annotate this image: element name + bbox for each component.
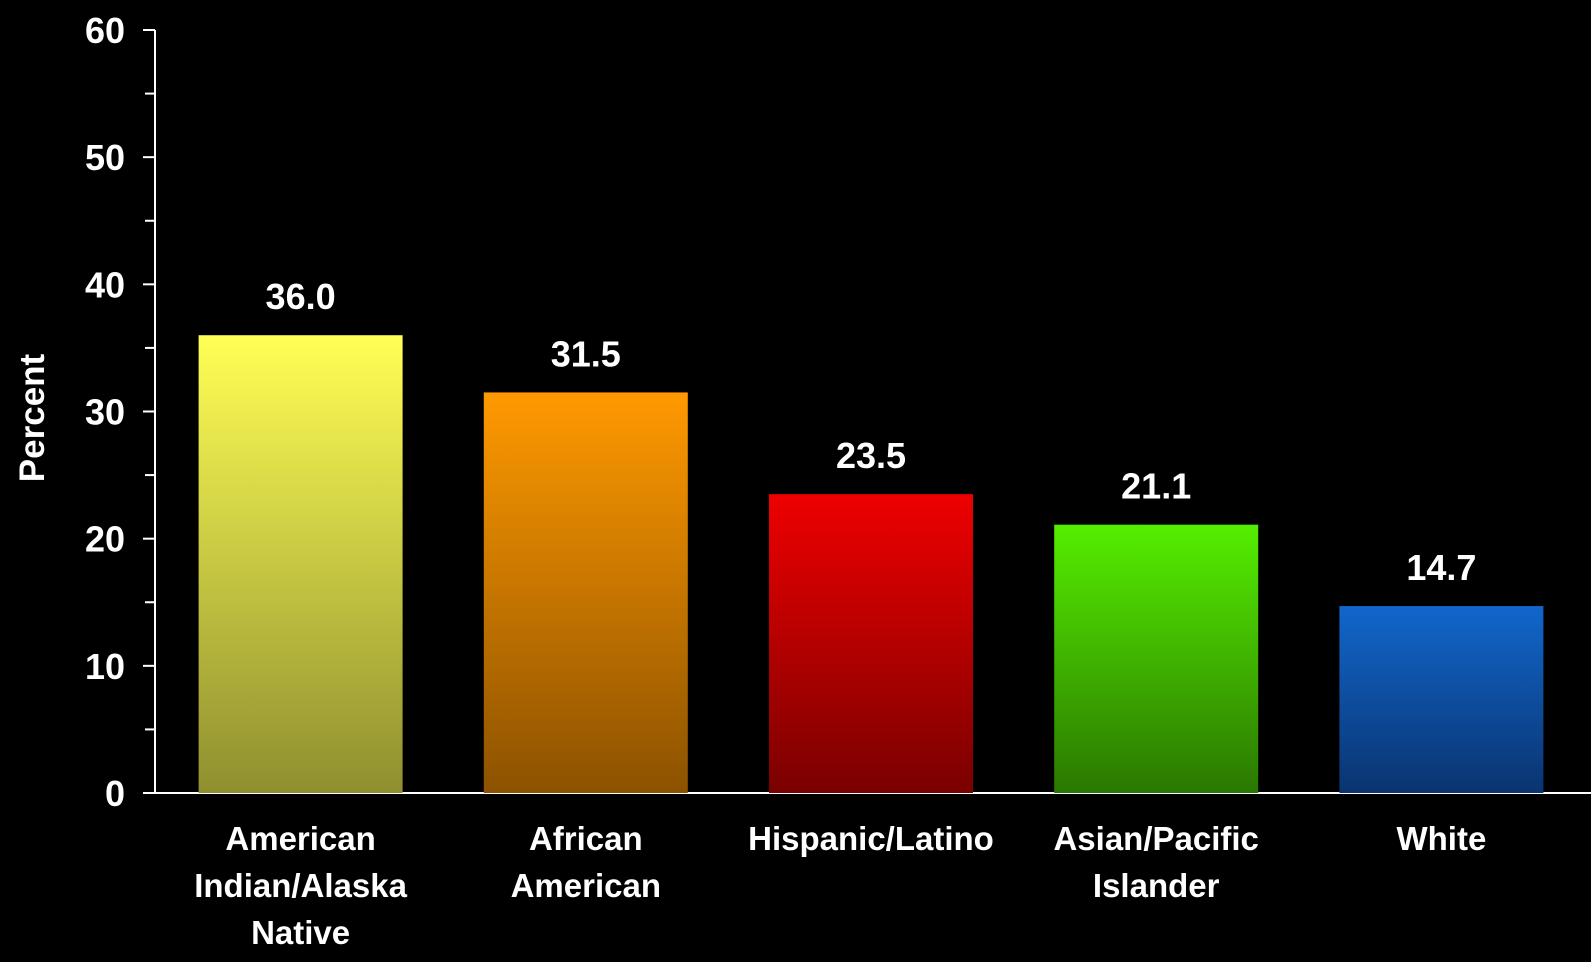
y-tick-label: 40 <box>85 264 125 305</box>
y-tick-label: 10 <box>85 646 125 687</box>
category-label-line: Indian/Alaska <box>194 867 407 904</box>
y-tick-label: 50 <box>85 137 125 178</box>
category-label: American Indian/Alaska Native <box>194 820 407 951</box>
bar <box>769 494 973 793</box>
bar-value-label: 36.0 <box>266 276 336 317</box>
category-label-line: Islander <box>1093 867 1220 904</box>
category-label-line: African <box>529 820 643 857</box>
y-tick-label: 0 <box>105 773 125 814</box>
bar-value-label: 14.7 <box>1406 547 1476 588</box>
category-label-line: American <box>225 820 375 857</box>
bar-value-label: 23.5 <box>836 435 906 476</box>
y-tick-label: 20 <box>85 519 125 560</box>
bars <box>198 335 1544 793</box>
category-label: African American <box>511 820 661 904</box>
category-label: Hispanic/Latino <box>748 820 994 857</box>
category-label-line: Asian/Pacific <box>1053 820 1258 857</box>
bar <box>483 392 688 793</box>
bar <box>1339 606 1544 793</box>
y-tick-label: 30 <box>85 392 125 433</box>
bar <box>1054 524 1259 793</box>
category-label-line: White <box>1396 820 1486 857</box>
bar-value-label: 21.1 <box>1121 466 1191 507</box>
bar <box>198 335 403 793</box>
y-tick-label: 60 <box>85 10 125 51</box>
category-label: White <box>1396 820 1486 857</box>
category-label-line: Hispanic/Latino <box>748 820 994 857</box>
labels: 36.0 American Indian/Alaska Native 31.5 Afric… <box>194 276 1486 951</box>
bar-value-label: 31.5 <box>551 333 621 374</box>
y-axis-title: Percent <box>13 353 52 482</box>
category-label-line: Native <box>251 914 350 951</box>
category-label-line: American <box>511 867 661 904</box>
category-label: Asian/Pacific Islander <box>1053 820 1258 904</box>
